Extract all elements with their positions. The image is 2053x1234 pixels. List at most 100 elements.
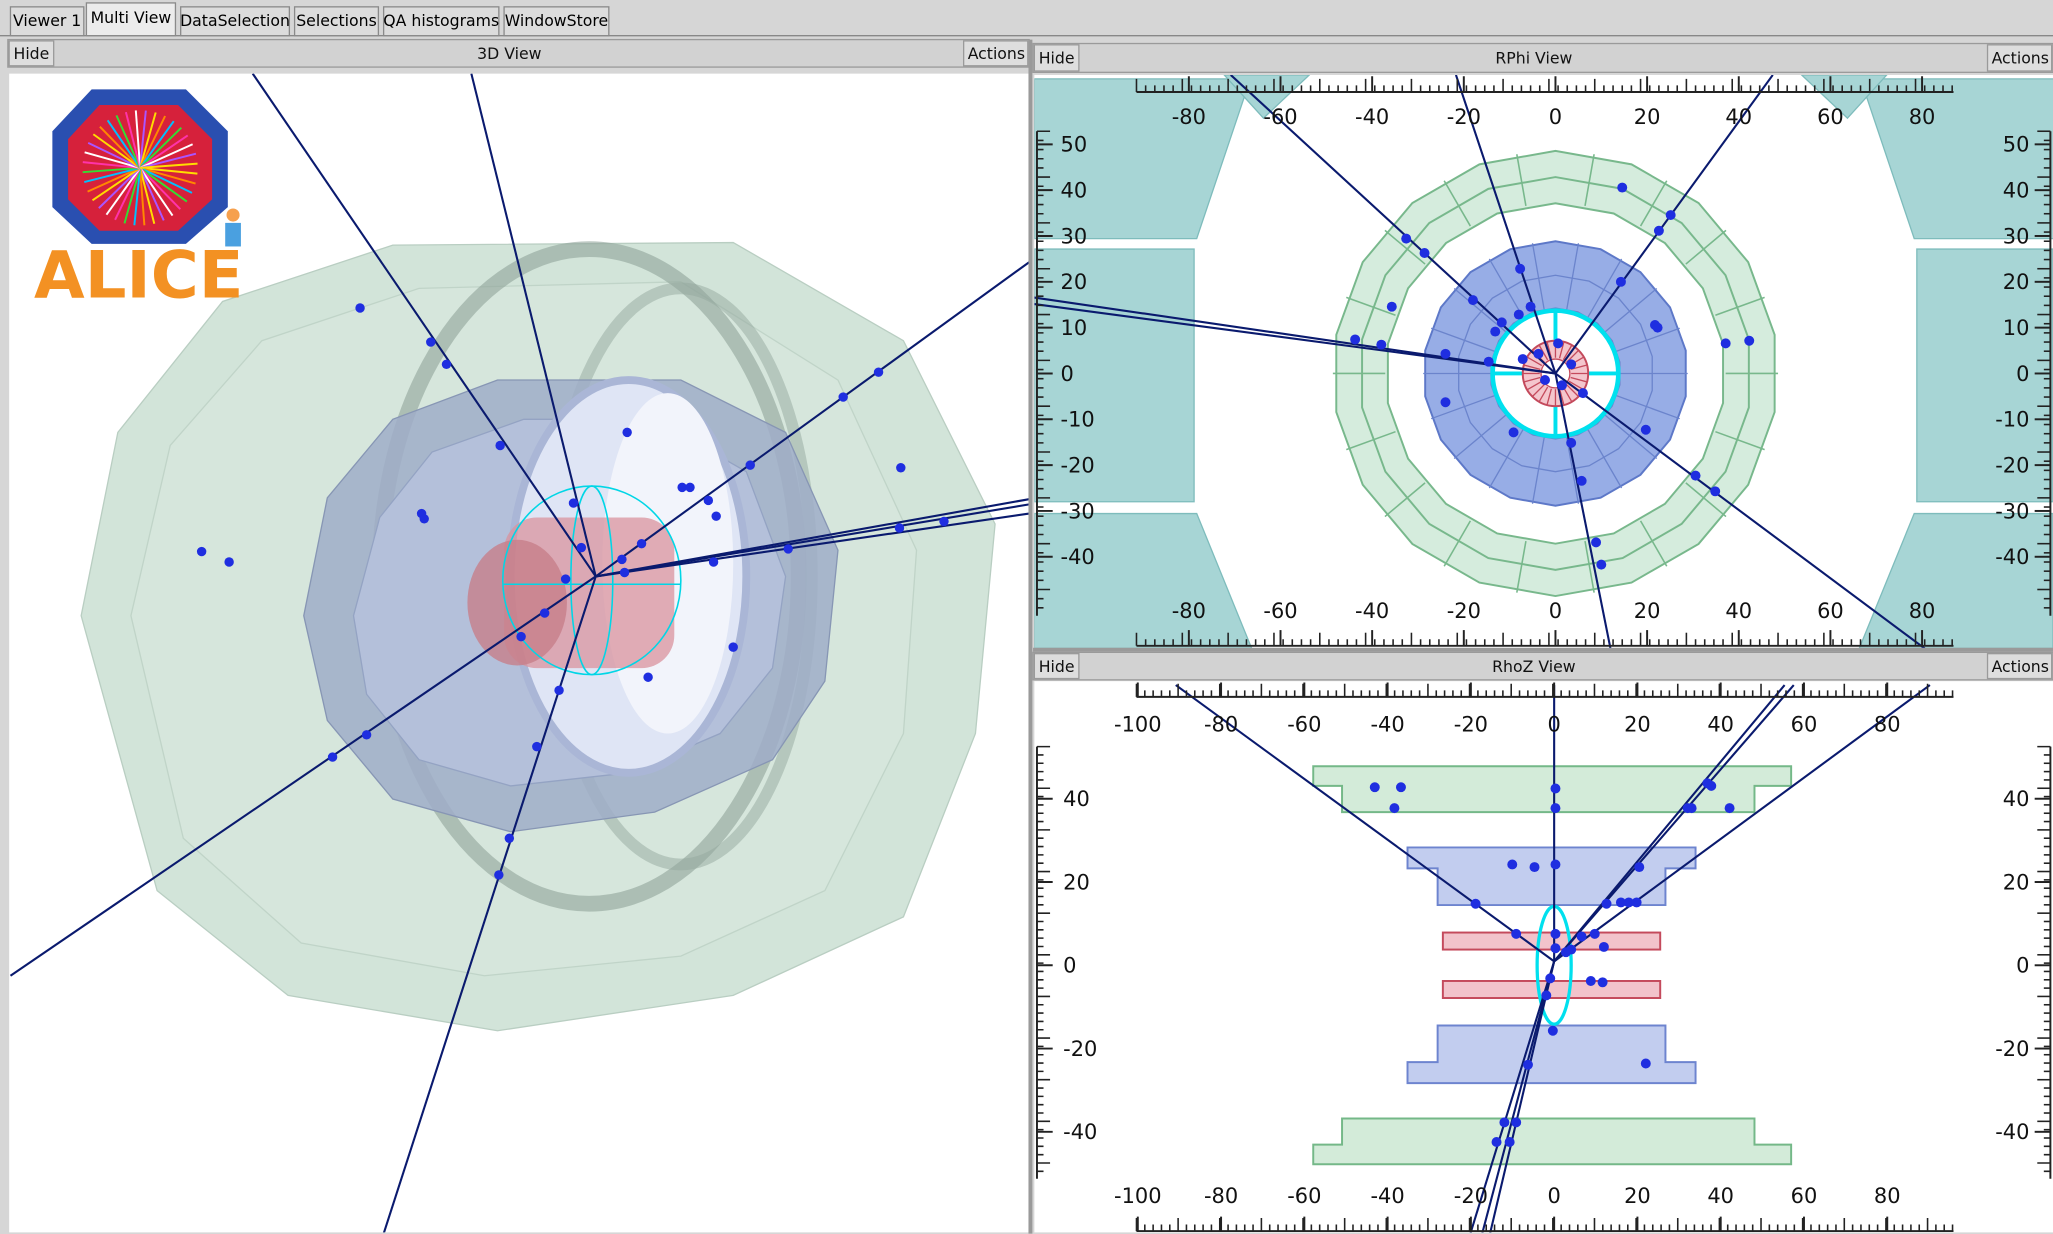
y-tick-label: -20 (1995, 1037, 2029, 1061)
hit (1550, 784, 1560, 794)
hit (1599, 942, 1609, 952)
x-tick-label: -20 (1447, 599, 1481, 623)
hit (420, 514, 429, 523)
hit (896, 463, 905, 472)
tab-label: WindowStore (505, 11, 608, 30)
hit (1509, 427, 1519, 437)
hit (362, 730, 371, 739)
tab-label: Viewer 1 (13, 11, 81, 30)
hit (1691, 471, 1701, 481)
hit (569, 498, 578, 507)
actions-label: Actions (968, 44, 1025, 63)
hit (1602, 899, 1612, 909)
hit (1497, 317, 1507, 327)
hit (1387, 302, 1397, 312)
its-barrel (1443, 981, 1660, 998)
tab-label: QA histograms (383, 11, 499, 30)
x-tick-label: -60 (1263, 105, 1297, 129)
hit (643, 673, 652, 682)
x-tick-label: 20 (1634, 599, 1661, 623)
hit (709, 557, 718, 566)
hide-label: Hide (1039, 657, 1075, 676)
alice-logo: ALICE (34, 89, 243, 313)
x-tick-label: 0 (1547, 1184, 1560, 1208)
hit (1490, 327, 1500, 337)
hit (1561, 947, 1571, 957)
hit (637, 539, 646, 548)
hit (1499, 1117, 1509, 1127)
actions-label: Actions (1992, 49, 2049, 68)
x-tick-label: -60 (1287, 713, 1321, 737)
x-tick-label: -40 (1355, 599, 1389, 623)
y-tick-label: 30 (2003, 224, 2030, 248)
logo-figure-body (225, 223, 241, 247)
hit (1634, 862, 1644, 872)
hit (1553, 338, 1563, 348)
x-tick-label: 80 (1874, 1184, 1901, 1208)
hit (426, 337, 435, 346)
y-tick-label: 10 (2003, 316, 2030, 340)
hit (1641, 1058, 1651, 1068)
calorimeter-sector (1917, 249, 2053, 502)
hit (1616, 277, 1626, 287)
actions-label: Actions (1992, 657, 2049, 676)
x-tick-label: 20 (1634, 105, 1661, 129)
hit (1515, 264, 1525, 274)
its-cap (467, 540, 567, 666)
hit (1492, 1137, 1502, 1147)
x-tick-label: 40 (1707, 1184, 1734, 1208)
logo-figure (227, 208, 240, 221)
x-tick-label: 60 (1817, 599, 1844, 623)
hit (729, 642, 738, 651)
y-tick-label: 0 (1061, 362, 1074, 386)
hit (1744, 336, 1754, 346)
hit (1530, 862, 1540, 872)
y-tick-label: 40 (2003, 178, 2030, 202)
y-tick-label: -20 (1063, 1037, 1097, 1061)
y-tick-label: -30 (1061, 499, 1095, 523)
hit (1566, 359, 1576, 369)
hit (1632, 897, 1642, 907)
tab-label: Multi View (91, 8, 172, 27)
hit (1550, 929, 1560, 939)
y-tick-label: 20 (1061, 270, 1088, 294)
panel-title: 3D View (477, 44, 541, 63)
x-tick-label: 60 (1791, 713, 1818, 737)
hit (1511, 929, 1521, 939)
hit (1511, 1117, 1521, 1127)
hit (685, 483, 694, 492)
hit (1514, 310, 1524, 320)
x-tick-label: 0 (1549, 105, 1562, 129)
hit (561, 574, 570, 583)
hit (1598, 977, 1608, 987)
x-tick-label: -80 (1204, 1184, 1238, 1208)
x-tick-label: -20 (1447, 105, 1481, 129)
x-tick-label: 80 (1909, 599, 1936, 623)
x-tick-label: 60 (1817, 105, 1844, 129)
hide-label: Hide (14, 44, 50, 63)
hit (1725, 803, 1735, 813)
trd-barrel (1313, 1118, 1791, 1164)
y-tick-label: 40 (1063, 787, 1090, 811)
hit (1653, 323, 1663, 333)
y-tick-label: 50 (2003, 133, 2030, 157)
logo-text: ALICE (34, 237, 243, 313)
hit (711, 511, 720, 520)
hit (505, 834, 514, 843)
y-tick-label: 10 (1061, 316, 1088, 340)
hit (895, 523, 904, 532)
hit (622, 428, 631, 437)
x-tick-label: 0 (1547, 713, 1560, 737)
hit (1641, 425, 1651, 435)
y-tick-label: -40 (1061, 545, 1095, 569)
y-tick-label: 40 (1061, 178, 1088, 202)
hit (1617, 183, 1627, 193)
hit (1666, 210, 1676, 220)
tab-label: DataSelection (180, 11, 290, 30)
hit (1577, 476, 1587, 486)
hit (617, 555, 626, 564)
x-tick-label: -40 (1371, 1184, 1405, 1208)
hit (1654, 226, 1664, 236)
hit (1687, 803, 1697, 813)
y-tick-label: 0 (2016, 954, 2029, 978)
